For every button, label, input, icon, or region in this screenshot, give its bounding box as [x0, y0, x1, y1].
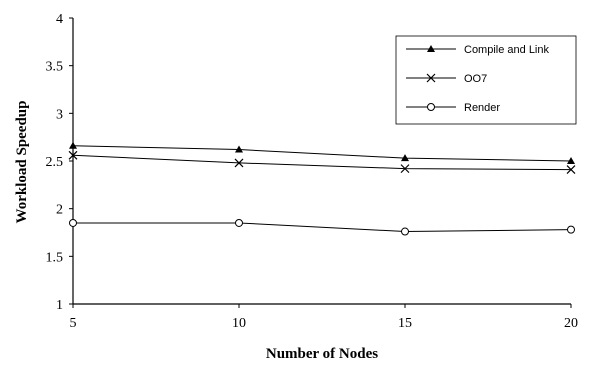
data-point — [567, 225, 575, 234]
legend-label: Render — [464, 102, 500, 114]
series-compile-and-link — [69, 141, 575, 164]
legend-marker — [426, 73, 436, 83]
legend-item: Compile and Link — [406, 44, 549, 56]
y-tick-label: 2 — [56, 203, 63, 218]
x-tick-label: 10 — [232, 316, 246, 331]
data-point — [235, 218, 243, 227]
series-group — [68, 141, 576, 236]
y-tick-label: 1.5 — [46, 250, 64, 265]
y-tick-label: 1 — [56, 298, 63, 313]
y-tick-label: 3 — [56, 107, 63, 122]
legend-marker — [427, 45, 435, 52]
y-axis-title: Workload Speedup — [14, 101, 30, 224]
legend: Compile and Link OO7 Render — [395, 35, 577, 125]
legend-marker — [427, 103, 435, 111]
legend-box — [395, 35, 577, 125]
y-tick-label: 3.5 — [46, 60, 64, 75]
tick-labels: 1 1.5 2 2.5 3 3.5 4 5 10 15 20 — [46, 12, 579, 331]
legend-item: Render — [406, 102, 500, 114]
data-point — [235, 145, 243, 153]
legend-label: Compile and Link — [464, 44, 549, 56]
series-render — [69, 218, 575, 236]
legend-item: OO7 — [406, 73, 487, 85]
data-point — [234, 158, 244, 168]
y-tick-label: 2.5 — [46, 155, 64, 170]
series-oo7 — [68, 150, 576, 175]
x-tick-label: 20 — [564, 316, 578, 331]
x-tick-label: 15 — [398, 316, 412, 331]
data-point — [68, 150, 78, 160]
series-line — [73, 222, 572, 233]
x-tick-label: 5 — [70, 316, 77, 331]
data-point — [401, 227, 409, 236]
series-line — [72, 145, 572, 162]
legend-label: OO7 — [464, 73, 487, 85]
data-point — [69, 141, 77, 149]
data-point — [567, 157, 575, 164]
series-line — [72, 154, 572, 171]
x-axis-title: Number of Nodes — [266, 346, 378, 362]
data-point — [566, 165, 576, 175]
y-tick-label: 4 — [56, 12, 63, 27]
data-point — [69, 218, 77, 227]
data-point — [401, 154, 409, 162]
data-point — [400, 164, 410, 174]
